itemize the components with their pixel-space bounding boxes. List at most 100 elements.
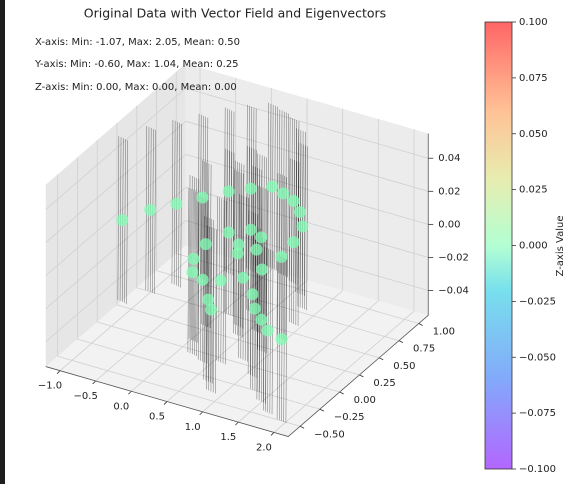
x-tick-label: 1.0 <box>185 422 201 433</box>
data-point <box>222 226 235 239</box>
data-point <box>287 195 300 208</box>
tick-mark <box>270 432 275 436</box>
z-tick-label: −0.02 <box>438 252 469 263</box>
x-tick-label: −1.0 <box>38 381 62 392</box>
grid-line <box>45 121 187 243</box>
data-point <box>196 273 209 286</box>
y-tick-label: −0.50 <box>314 429 345 440</box>
colorbar-tick-label: −0.075 <box>519 408 556 419</box>
colorbar <box>485 22 512 469</box>
colorbar-tick-label: 0.075 <box>519 73 548 84</box>
tick-mark <box>128 390 132 395</box>
tick-mark <box>56 370 61 374</box>
grid-line <box>238 300 379 423</box>
grid-line <box>185 87 429 159</box>
y-tick-label: 0.75 <box>413 344 435 355</box>
data-point <box>255 263 268 276</box>
colorbar-tick-label: 0.050 <box>519 129 548 140</box>
data-point <box>244 182 257 195</box>
grid-line <box>95 259 236 382</box>
data-point <box>248 302 261 315</box>
colorbar-tick-label: −0.025 <box>519 296 556 307</box>
tick-mark <box>379 357 384 361</box>
data-point <box>236 271 249 284</box>
data-point <box>266 180 279 193</box>
tick-mark <box>235 421 239 426</box>
data-point <box>222 185 235 198</box>
data-point <box>196 191 209 204</box>
axis-line <box>45 133 429 437</box>
z-tick-label: −0.04 <box>438 286 469 297</box>
data-point <box>231 247 244 260</box>
data-point <box>250 243 263 256</box>
tick-mark <box>299 425 305 429</box>
z-tick-label: 0.04 <box>438 153 460 164</box>
data-point <box>187 252 200 265</box>
data-point <box>287 236 300 249</box>
data-point <box>204 303 217 316</box>
grid-line <box>45 187 187 309</box>
y-tick-label: 1.00 <box>433 327 455 338</box>
tick-mark <box>339 391 344 395</box>
z-tick-label: 0.02 <box>438 186 460 197</box>
tick-mark <box>92 380 96 385</box>
grid-line <box>273 310 415 433</box>
data-point <box>261 324 274 337</box>
annotation: X-axis: Min: -1.07, Max: 2.05, Mean: 0.5… <box>35 37 240 48</box>
chart-title: Original Data with Vector Field and Eige… <box>84 6 386 21</box>
y-tick-label: 0.00 <box>354 395 376 406</box>
data-point <box>144 203 157 216</box>
y-tick-label: 0.25 <box>373 378 395 389</box>
tick-mark <box>359 374 364 378</box>
annotation: Z-axis: Min: 0.00, Max: 0.00, Mean: 0.00 <box>35 82 237 93</box>
grid-line <box>116 304 360 376</box>
grid-line <box>59 249 201 371</box>
data-point <box>186 266 199 279</box>
grid-line <box>185 153 429 225</box>
colorbar-tick-label: 0.025 <box>519 185 548 196</box>
data-point <box>232 238 245 251</box>
tick-mark <box>163 401 168 405</box>
data-point <box>275 250 288 263</box>
grid-line <box>45 87 187 210</box>
tick-mark <box>319 408 325 412</box>
y-tick-label: 0.50 <box>393 361 415 372</box>
data-point <box>296 220 309 233</box>
tick-mark <box>418 323 423 326</box>
data-point <box>170 197 183 210</box>
colorbar-tick-label: −0.050 <box>519 352 556 363</box>
grid-line <box>45 220 187 343</box>
data-point <box>214 274 227 287</box>
data-point <box>246 288 259 301</box>
grid-line <box>57 355 301 427</box>
grid-line <box>45 154 187 276</box>
data-point <box>255 313 268 326</box>
colorbar-tick-label: 0.100 <box>519 17 548 28</box>
colorbar-label: Z-axis Value <box>555 216 566 277</box>
y-tick-label: −0.25 <box>334 412 365 423</box>
data-point <box>202 293 215 306</box>
data-point <box>255 231 268 244</box>
colorbar-tick-label: −0.100 <box>519 464 556 475</box>
plot-area: −1.0 −0.5 0.0 0.5 1.0 1.5 2.0 −0.50 −0.25 0.00 0.2… <box>38 63 469 453</box>
data-point <box>116 214 129 227</box>
x-tick-label: −0.5 <box>74 391 98 402</box>
grid-line <box>185 120 429 192</box>
z-tick-label: 0.00 <box>438 219 460 230</box>
data-point <box>199 238 212 251</box>
window-edge <box>0 0 5 484</box>
data-point <box>277 187 290 200</box>
x-tick-label: 1.5 <box>220 432 236 443</box>
colorbar-tick-label: 0.000 <box>519 241 548 252</box>
data-point <box>275 333 288 346</box>
tick-mark <box>199 411 203 416</box>
tick-mark <box>398 340 404 344</box>
x-tick-label: 0.5 <box>149 412 165 423</box>
annotation: Y-axis: Min: -0.60, Max: 1.04, Mean: 0.2… <box>34 59 239 70</box>
x-tick-label: 2.0 <box>256 442 272 453</box>
data-point <box>293 205 306 218</box>
data-point <box>244 223 257 236</box>
x-tick-label: 0.0 <box>113 401 129 412</box>
